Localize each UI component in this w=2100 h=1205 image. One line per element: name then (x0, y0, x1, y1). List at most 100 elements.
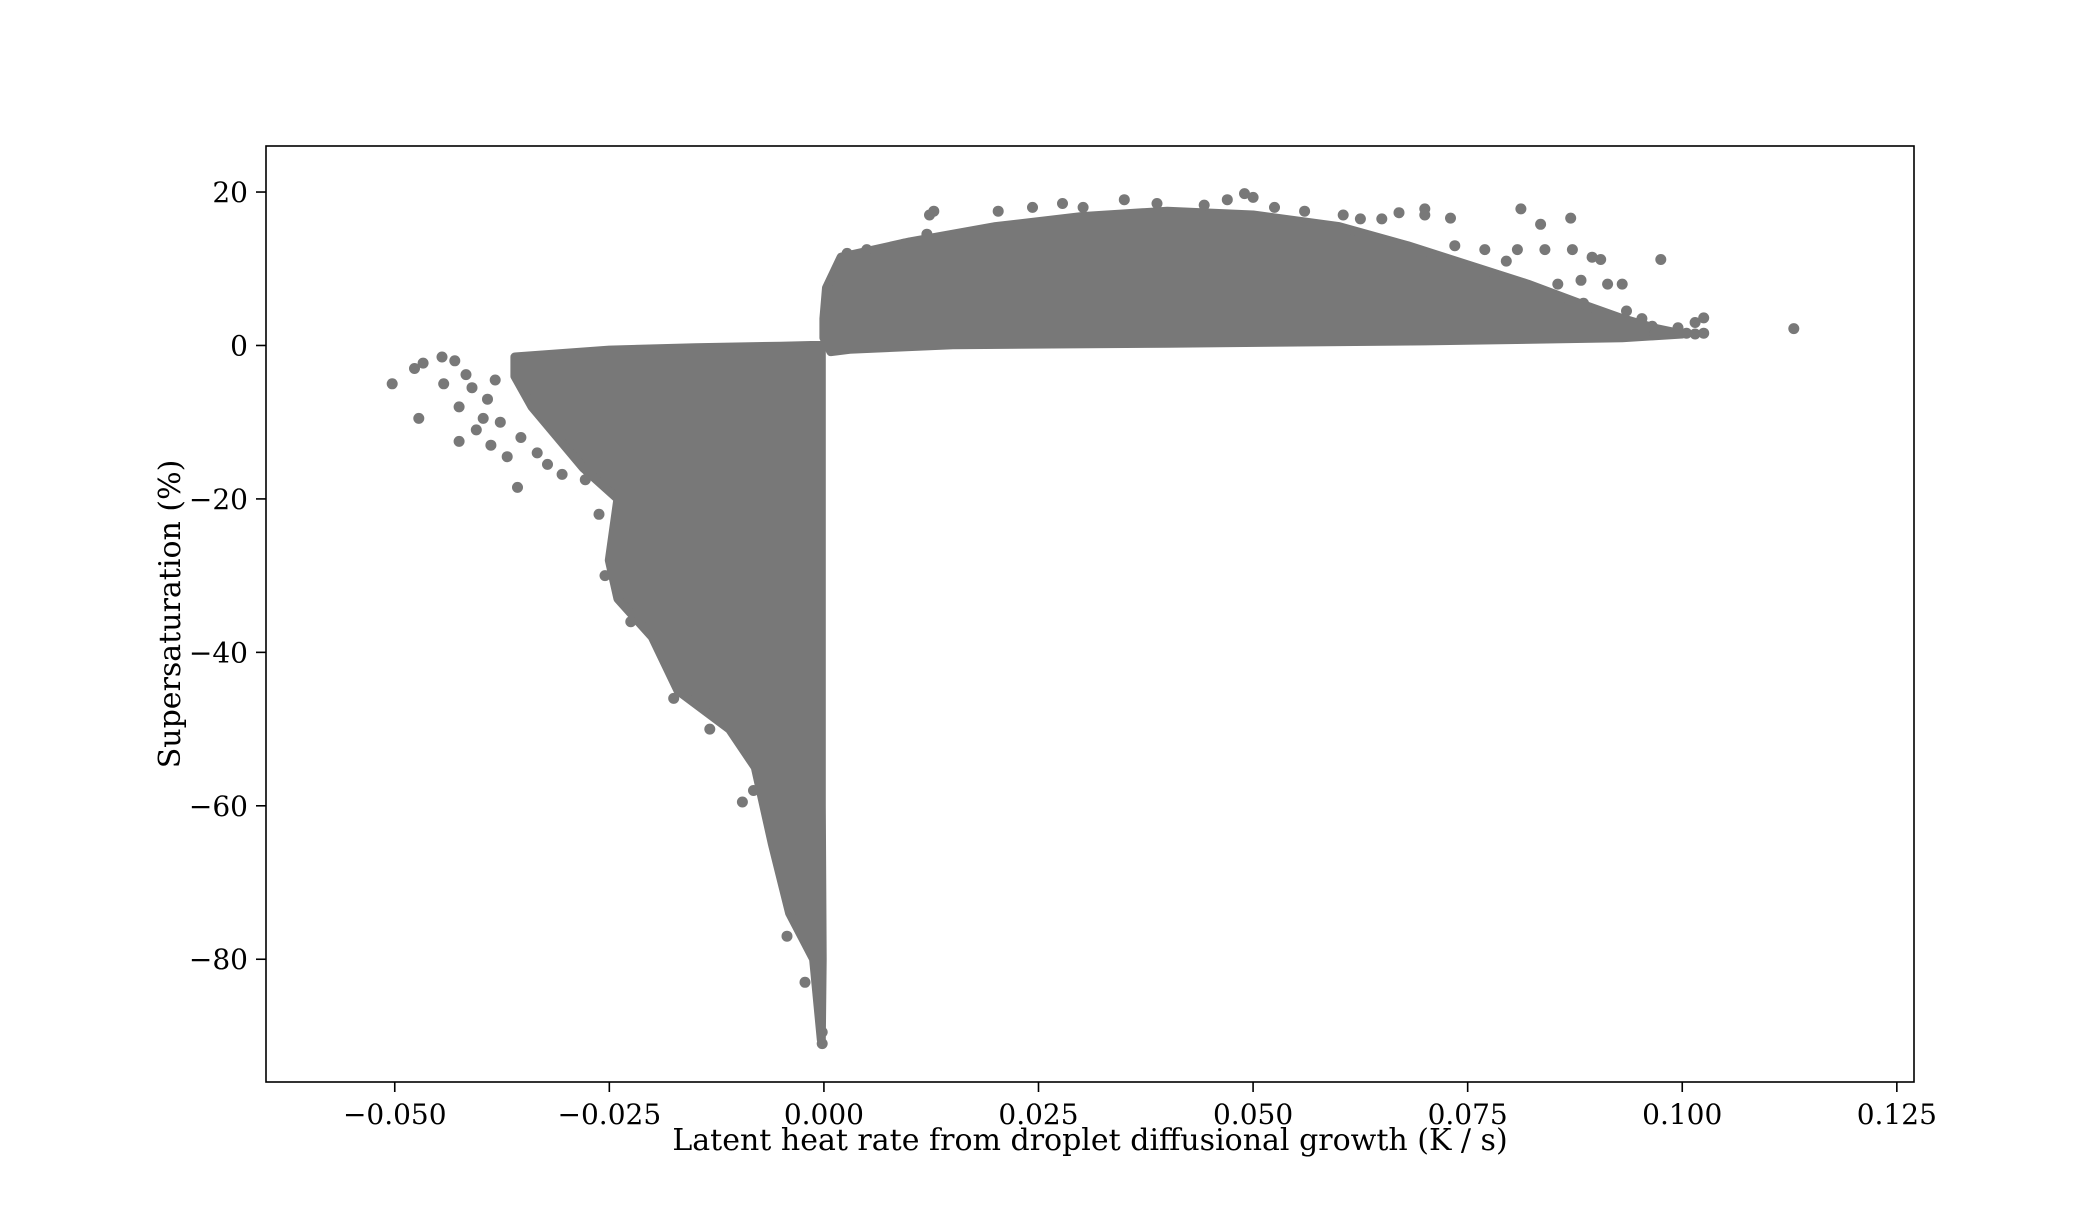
scatter-point (1239, 188, 1250, 200)
scatter-point (1602, 278, 1614, 290)
scatter-point (1586, 251, 1598, 263)
plot-area-frame (265, 145, 1915, 1083)
scatter-point (1649, 328, 1661, 340)
scatter-point (898, 238, 910, 250)
scatter-point (1578, 297, 1589, 309)
scatter-point (1595, 254, 1607, 265)
scatter-point (781, 930, 793, 942)
scatter-point (1445, 212, 1456, 224)
scatter-point (436, 351, 448, 363)
dense-point-regions (510, 206, 1687, 1045)
x-axis-title: Latent heat rate from droplet diffusiona… (672, 1123, 1507, 1158)
scatter-point (625, 616, 637, 628)
scatter-point (470, 424, 482, 436)
scatter-point (1057, 198, 1068, 209)
scatter-point (501, 451, 513, 463)
scatter-point (409, 363, 420, 374)
scatter-point (1552, 278, 1564, 290)
scatter-point (477, 412, 489, 424)
x-tick-label: 0.000 (784, 1098, 864, 1131)
scatter-point (494, 416, 506, 428)
scatter-point (1027, 201, 1038, 213)
scatter-point (1655, 254, 1667, 265)
scatter-point (1151, 198, 1163, 209)
scatter-point (1681, 327, 1692, 339)
scatter-point (1515, 203, 1527, 215)
y-tick-label: 20 (212, 176, 248, 209)
scatter-point (1689, 317, 1701, 328)
scatter-point (1337, 209, 1349, 221)
scatter-point (1221, 194, 1233, 206)
y-axis-title: Supersaturation (%) (153, 460, 188, 769)
scatter-point (1566, 244, 1578, 256)
x-tick-label: 0.025 (998, 1098, 1078, 1131)
x-tick-label: 0.075 (1428, 1098, 1508, 1131)
scatter-point (704, 723, 716, 735)
scatter-point (515, 432, 527, 443)
scatter-point (1247, 191, 1259, 203)
scatter-point (1511, 244, 1523, 256)
x-tick-label: 0.100 (1642, 1098, 1722, 1131)
scatter-point (1449, 240, 1461, 252)
scatter-point (736, 796, 748, 808)
x-tick-label: −0.050 (343, 1098, 447, 1131)
scatter-point (816, 1026, 828, 1038)
y-tick-label: 0 (230, 329, 248, 362)
y-tick-label: −80 (189, 943, 248, 976)
scatter-point (799, 976, 811, 988)
scatter-point (1299, 205, 1311, 217)
scatter-point (1393, 207, 1405, 219)
scatter-point (413, 412, 425, 424)
scatter-point (1269, 201, 1280, 213)
x-axis-ticks: −0.050 −0.025 0.000 0.025 0.050 0.075 0.100 0.1… (343, 1082, 1937, 1131)
scatter-point (386, 378, 398, 390)
scatter-point (482, 393, 493, 405)
scatter-point (1479, 244, 1491, 256)
scatter-point (841, 247, 853, 259)
scatter-point (1672, 322, 1684, 334)
scatter-points (386, 188, 1800, 1050)
scatter-point (1565, 212, 1577, 224)
scatter-point (460, 369, 472, 381)
scatter-point (489, 374, 501, 386)
scatter-point (1118, 194, 1130, 206)
scatter-point (1616, 278, 1628, 290)
scatter-point (861, 244, 873, 256)
scatter-point (542, 458, 553, 470)
scatter-point (748, 785, 759, 796)
scatter-point (921, 228, 933, 240)
scatter-point (668, 692, 680, 704)
scatter-point (1376, 213, 1388, 225)
scatter-point (1689, 328, 1701, 340)
scatter-point (1636, 313, 1648, 325)
scatter-point (1698, 312, 1710, 324)
scatter-point (453, 435, 465, 447)
scatter-point (1621, 305, 1632, 317)
scatter-point (417, 357, 429, 369)
scatter-point (485, 439, 497, 451)
scatter-point (816, 1038, 828, 1050)
scatter-point (1575, 274, 1587, 286)
scatter-point (466, 382, 478, 394)
scatter-point (1788, 323, 1800, 335)
scatter-point (1198, 199, 1210, 211)
scatter-point (593, 508, 605, 520)
y-tick-label: −40 (189, 636, 248, 669)
dense-region-1 (510, 341, 827, 1045)
scatter-point (1539, 244, 1551, 256)
y-tick-label: −60 (189, 790, 248, 823)
scatter-point (1698, 327, 1710, 339)
x-tick-label: −0.025 (558, 1098, 662, 1131)
scatter-point (579, 474, 591, 486)
scatter-point (928, 205, 940, 217)
scatter-point (1419, 209, 1431, 221)
scatter-point (1535, 218, 1547, 230)
scatter-point (531, 447, 543, 459)
y-axis-ticks: 20 0 −20 −40 −60 −80 (189, 176, 266, 976)
scatter-point (992, 205, 1004, 217)
scatter-point (438, 378, 450, 390)
y-tick-label: −20 (189, 483, 248, 516)
scatter-point (449, 355, 461, 367)
scatter-point (599, 570, 611, 582)
